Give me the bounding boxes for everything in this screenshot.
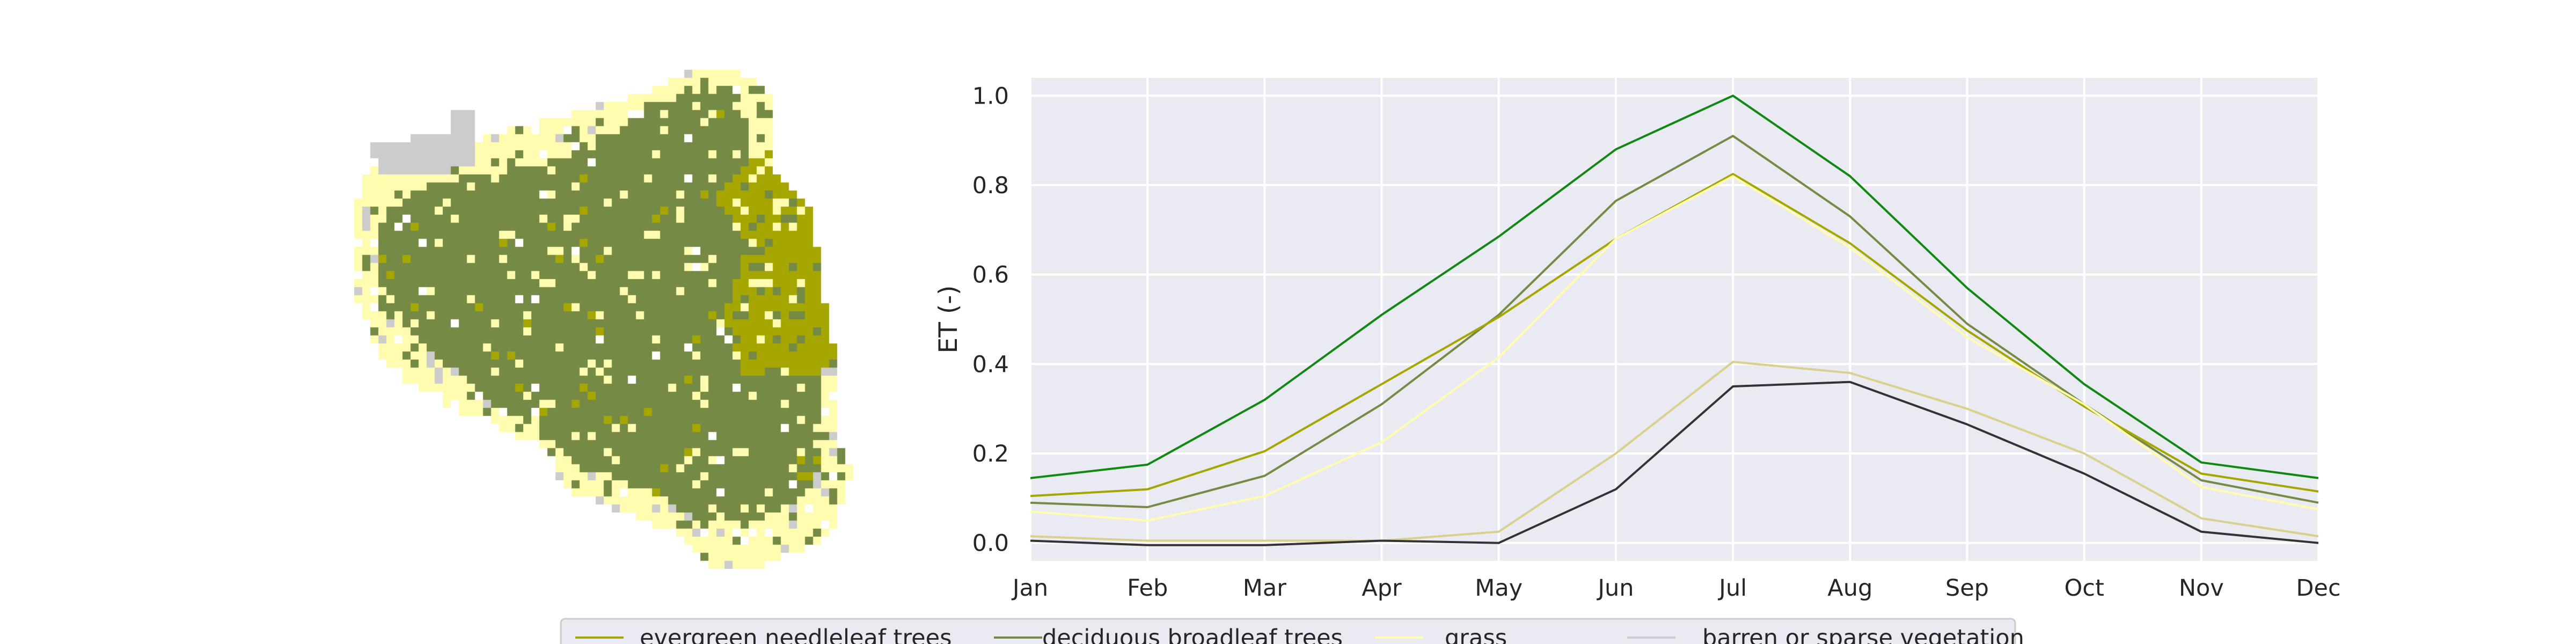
- x-tick-label: Aug: [1827, 575, 1872, 602]
- y-tick-label: 0.6: [972, 262, 1009, 289]
- y-tick-label: 0.0: [972, 530, 1009, 557]
- y-tick-label: 0.8: [972, 172, 1009, 199]
- x-tick-label: Feb: [1127, 575, 1168, 602]
- x-tick-label: Nov: [2179, 575, 2224, 602]
- x-tick-label: Oct: [2064, 575, 2104, 602]
- y-tick-label: 0.4: [972, 351, 1009, 378]
- x-tick-label: Sep: [1945, 575, 1989, 602]
- land-cover-map: [354, 70, 869, 569]
- y-axis-label: ET (-): [934, 286, 963, 354]
- legend-label-grass: grass: [1445, 625, 1507, 644]
- series-layer: [1030, 94, 2319, 546]
- legend-label-deciduous: deciduous broadleaf trees: [1042, 625, 1343, 644]
- plot-area: [1030, 78, 2318, 561]
- legend: evergreen needleleaf trees deciduous bro…: [560, 618, 2024, 644]
- x-ticks: Jan Feb Mar Apr May Jun Jul Aug Sep Oct Nov Dec: [1011, 575, 2341, 602]
- x-tick-label: Dec: [2296, 575, 2340, 602]
- series-line-green: [1030, 94, 2319, 479]
- y-ticks: 0.0 0.2 0.4 0.6 0.8 1.0: [972, 83, 1009, 557]
- series-line-dark: [1030, 380, 2319, 546]
- x-tick-label: May: [1475, 575, 1523, 602]
- x-tick-label: Jul: [1717, 575, 1747, 602]
- y-tick-label: 0.2: [972, 441, 1009, 467]
- grid: [1029, 78, 2319, 561]
- series-line-tan: [1030, 361, 2319, 542]
- x-tick-label: Mar: [1243, 575, 1286, 602]
- legend-label-barren: barren or sparse vegetation: [1702, 625, 2024, 644]
- x-tick-label: Apr: [1362, 575, 1402, 602]
- legend-label-evergreen: evergreen needleleaf trees: [640, 625, 952, 644]
- y-tick-label: 1.0: [972, 83, 1009, 109]
- x-tick-label: Jun: [1596, 575, 1634, 602]
- x-tick-label: Jan: [1011, 575, 1048, 602]
- series-line-grass: [1030, 175, 2319, 522]
